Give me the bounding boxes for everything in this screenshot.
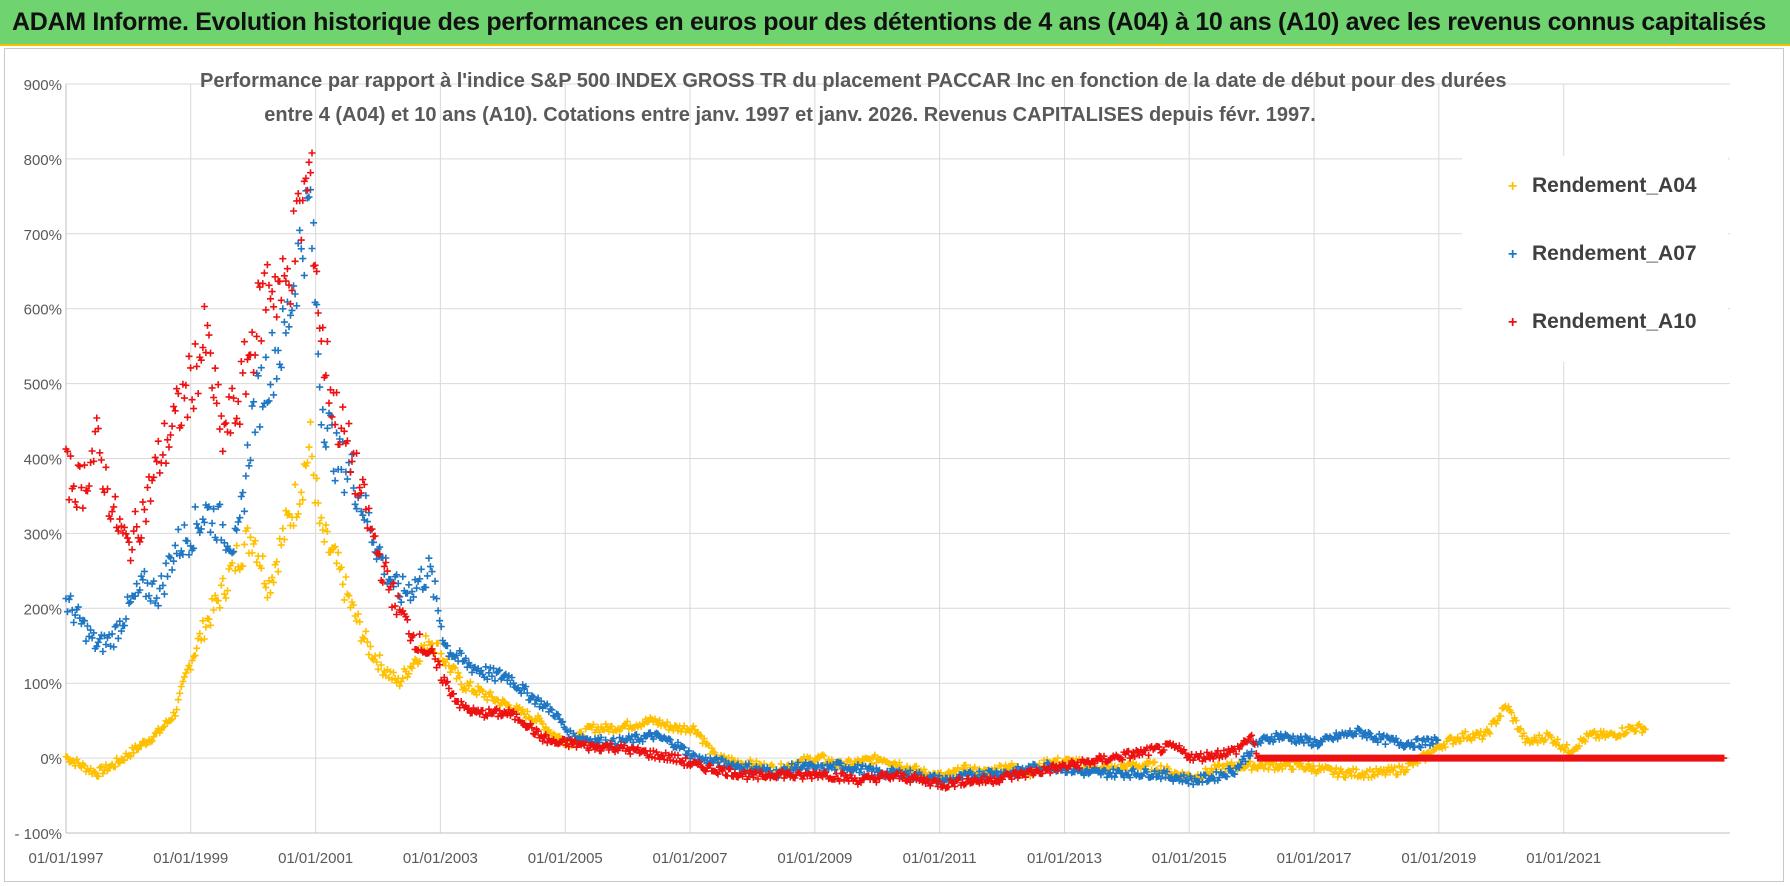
legend-item-a04: + Rendement_A04 xyxy=(1508,174,1697,204)
x-tick-label: 01/01/2009 xyxy=(777,850,852,867)
x-tick-label: 01/01/2011 xyxy=(903,850,977,867)
y-tick-label: 500% xyxy=(24,377,62,394)
series-a07 xyxy=(62,186,1442,788)
x-tick-label: 01/01/1999 xyxy=(153,850,228,867)
legend-label-a10: Rendement_A10 xyxy=(1532,310,1697,333)
legend-marker-a07: + xyxy=(1508,246,1518,263)
x-tick-label: 01/01/2013 xyxy=(1027,850,1102,867)
x-tick-label: 01/01/2017 xyxy=(1277,850,1352,867)
x-tick-label: 01/01/2015 xyxy=(1152,850,1227,867)
series-points-a07 xyxy=(62,186,1442,788)
chart-title-line-1: Performance par rapport à l'indice S&P 5… xyxy=(200,70,1507,92)
series-a04 xyxy=(62,418,1649,783)
x-tick-label: 01/01/2005 xyxy=(528,850,603,867)
y-tick-label: 200% xyxy=(24,601,62,618)
legend-marker-a04: + xyxy=(1508,178,1518,195)
y-tick-label: 100% xyxy=(24,676,62,693)
legend-item-a07: + Rendement_A07 xyxy=(1508,242,1697,272)
x-tick-label: 01/01/2019 xyxy=(1401,850,1476,867)
y-tick-label: 300% xyxy=(24,526,62,543)
legend-label-a04: Rendement_A04 xyxy=(1532,174,1697,197)
y-tick-label: 700% xyxy=(24,227,62,244)
legend: + Rendement_A04 + Rendement_A07 + Rendement… xyxy=(1462,156,1728,362)
y-tick-label: 0% xyxy=(40,751,62,768)
y-tick-label: 800% xyxy=(24,152,62,169)
y-tick-label: 400% xyxy=(24,452,62,469)
chart-title-line-2: entre 4 (A04) et 10 ans (A10). Cotations… xyxy=(264,104,1316,126)
series-points-a10 xyxy=(62,149,1728,792)
x-tick-label: 01/01/2021 xyxy=(1526,850,1601,867)
x-tick-label: 01/01/2007 xyxy=(652,850,727,867)
legend-label-a07: Rendement_A07 xyxy=(1532,242,1697,265)
series-a10 xyxy=(62,149,1728,792)
y-tick-label: - 100% xyxy=(14,826,62,843)
x-tick-label: 01/01/1997 xyxy=(28,850,103,867)
x-tick-label: 01/01/2001 xyxy=(278,850,353,867)
banner-title: ADAM Informe. Evolution historique des p… xyxy=(12,8,1766,36)
y-tick-label: 600% xyxy=(24,302,62,319)
series-points-a04 xyxy=(62,418,1649,783)
y-tick-label: 900% xyxy=(24,77,62,94)
x-tick-label: 01/01/2003 xyxy=(403,850,478,867)
legend-item-a10: + Rendement_A10 xyxy=(1508,310,1697,340)
title-banner: ADAM Informe. Evolution historique des p… xyxy=(0,0,1790,46)
chart-frame xyxy=(4,48,1784,882)
legend-marker-a10: + xyxy=(1508,314,1518,331)
